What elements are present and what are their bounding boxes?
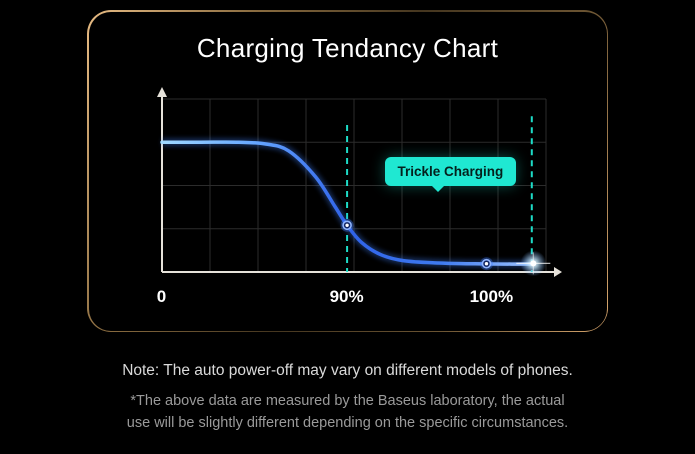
note-primary: Note: The auto power-off may vary on dif… [122, 362, 573, 379]
chart-card: Charging Tendancy Chart Trickle Charging… [87, 10, 608, 332]
chart-card-inner: Charging Tendancy Chart Trickle Charging… [88, 11, 607, 331]
charging-curve-svg [156, 86, 562, 277]
marker-full-charge-point [479, 256, 493, 270]
chart-area: Trickle Charging 0 90% 100% [150, 86, 562, 319]
trickle-charging-callout: Trickle Charging [384, 156, 517, 192]
marker-power-off-glow [515, 249, 550, 276]
x-tick-label-2: 100% [469, 286, 514, 306]
note-footnote: *The above data are measured by the Base… [126, 393, 569, 431]
notes-block: Note: The auto power-off may vary on dif… [0, 362, 695, 435]
x-axis-labels: 0 90% 100% [150, 287, 562, 311]
marker-trickle-start-point [340, 218, 354, 232]
axes [156, 86, 562, 277]
chart-title: Charging Tendancy Chart [196, 32, 499, 63]
trickle-charging-label: Trickle Charging [397, 163, 504, 179]
x-tick-label-1: 90% [329, 286, 364, 306]
dashed-guides [345, 115, 533, 272]
x-tick-label-0: 0 [156, 286, 167, 306]
